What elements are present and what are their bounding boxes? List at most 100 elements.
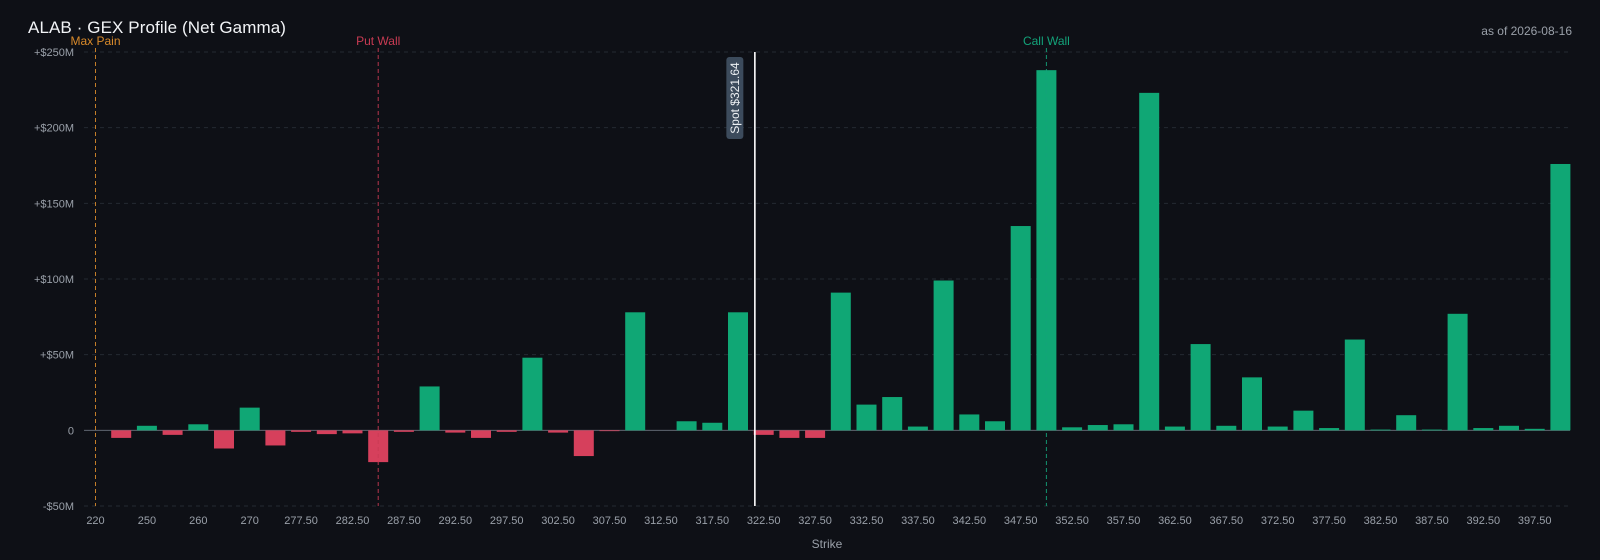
chart-title: ALAB · GEX Profile (Net Gamma) <box>28 18 287 37</box>
x-tick-label: 352.50 <box>1055 515 1089 527</box>
y-tick-label: 0 <box>68 425 74 437</box>
x-tick-label: 282.50 <box>336 515 370 527</box>
bar <box>1421 429 1442 431</box>
reference-line-label: Put Wall <box>356 34 400 48</box>
x-tick-label: 260 <box>189 515 207 527</box>
bar <box>625 312 646 431</box>
x-tick-label: 372.50 <box>1261 515 1295 527</box>
bar <box>702 422 723 431</box>
y-tick-label: -$50M <box>43 501 74 513</box>
x-tick-label: 347.50 <box>1004 515 1038 527</box>
bar <box>265 430 286 446</box>
bar <box>959 414 980 431</box>
bar <box>393 430 414 432</box>
x-tick-label: 317.50 <box>695 515 729 527</box>
bar <box>1062 427 1083 431</box>
x-tick-label: 367.50 <box>1209 515 1243 527</box>
bar <box>856 404 877 431</box>
x-tick-label: 392.50 <box>1466 515 1500 527</box>
reference-line-label: Call Wall <box>1023 34 1070 48</box>
x-tick-label: 302.50 <box>541 515 575 527</box>
x-tick-label: 292.50 <box>438 515 472 527</box>
x-tick-label: 332.50 <box>850 515 884 527</box>
x-tick-label: 382.50 <box>1364 515 1398 527</box>
y-tick-label: +$200M <box>34 123 74 135</box>
x-tick-label: 297.50 <box>490 515 524 527</box>
x-tick-label: 357.50 <box>1107 515 1141 527</box>
y-tick-label: +$150M <box>34 198 74 210</box>
bar <box>599 430 620 432</box>
x-tick-label: 250 <box>138 515 156 527</box>
bar <box>445 430 466 433</box>
bar <box>1524 428 1545 431</box>
bar <box>1010 226 1031 431</box>
bar <box>1550 163 1571 431</box>
bar <box>830 292 851 431</box>
bar <box>1319 428 1340 431</box>
bar <box>1190 344 1211 431</box>
bar <box>1216 425 1237 431</box>
y-tick-label: +$50M <box>40 350 74 362</box>
bar <box>419 386 440 431</box>
bar <box>162 430 183 435</box>
bar <box>316 430 337 435</box>
x-tick-label: 312.50 <box>644 515 678 527</box>
bar <box>522 357 543 431</box>
y-tick-label: +$100M <box>34 274 74 286</box>
x-tick-label: 337.50 <box>901 515 935 527</box>
bar <box>1344 339 1365 431</box>
bar <box>548 430 569 433</box>
bar <box>882 397 903 431</box>
bar <box>188 424 209 431</box>
bar <box>291 430 312 432</box>
bar <box>239 407 260 431</box>
bar <box>496 430 517 432</box>
reference-line-label: Max Pain <box>70 34 120 48</box>
bar <box>1267 426 1288 431</box>
spot-label: Spot $321.64 <box>728 62 742 134</box>
bar <box>1447 313 1468 431</box>
bar <box>933 280 954 431</box>
bar <box>136 425 157 431</box>
x-tick-label: 377.50 <box>1312 515 1346 527</box>
bar <box>1370 429 1391 431</box>
as-of-date: as of 2026-08-16 <box>1481 24 1572 38</box>
bar <box>1164 426 1185 431</box>
bar <box>342 430 363 434</box>
bar <box>985 421 1005 431</box>
bar <box>676 421 697 431</box>
bar <box>1113 424 1134 431</box>
bar <box>805 430 826 438</box>
bar <box>1293 410 1314 431</box>
bar <box>1396 415 1417 431</box>
bar <box>1087 425 1108 431</box>
x-axis-title: Strike <box>812 537 843 551</box>
bar <box>907 426 928 431</box>
bar <box>1242 377 1262 431</box>
bar <box>1036 70 1057 431</box>
spot-badge <box>726 57 744 139</box>
bar <box>111 430 132 438</box>
x-tick-label: 220 <box>86 515 104 527</box>
x-tick-label: 322.50 <box>747 515 781 527</box>
bar <box>1473 428 1494 431</box>
bar <box>779 430 800 438</box>
x-tick-label: 342.50 <box>952 515 986 527</box>
x-tick-label: 287.50 <box>387 515 421 527</box>
bar <box>368 430 389 463</box>
x-tick-label: 397.50 <box>1518 515 1552 527</box>
x-tick-label: 387.50 <box>1415 515 1449 527</box>
bar <box>753 430 774 435</box>
x-tick-label: 277.50 <box>284 515 318 527</box>
bar <box>573 430 594 457</box>
bar <box>214 430 234 449</box>
y-tick-label: +$250M <box>34 47 74 59</box>
bar <box>728 312 748 431</box>
x-tick-label: 327.50 <box>798 515 832 527</box>
bar <box>1139 92 1160 431</box>
bar <box>1499 425 1519 431</box>
x-tick-label: 270 <box>241 515 259 527</box>
x-tick-label: 362.50 <box>1158 515 1192 527</box>
x-tick-label: 307.50 <box>593 515 627 527</box>
